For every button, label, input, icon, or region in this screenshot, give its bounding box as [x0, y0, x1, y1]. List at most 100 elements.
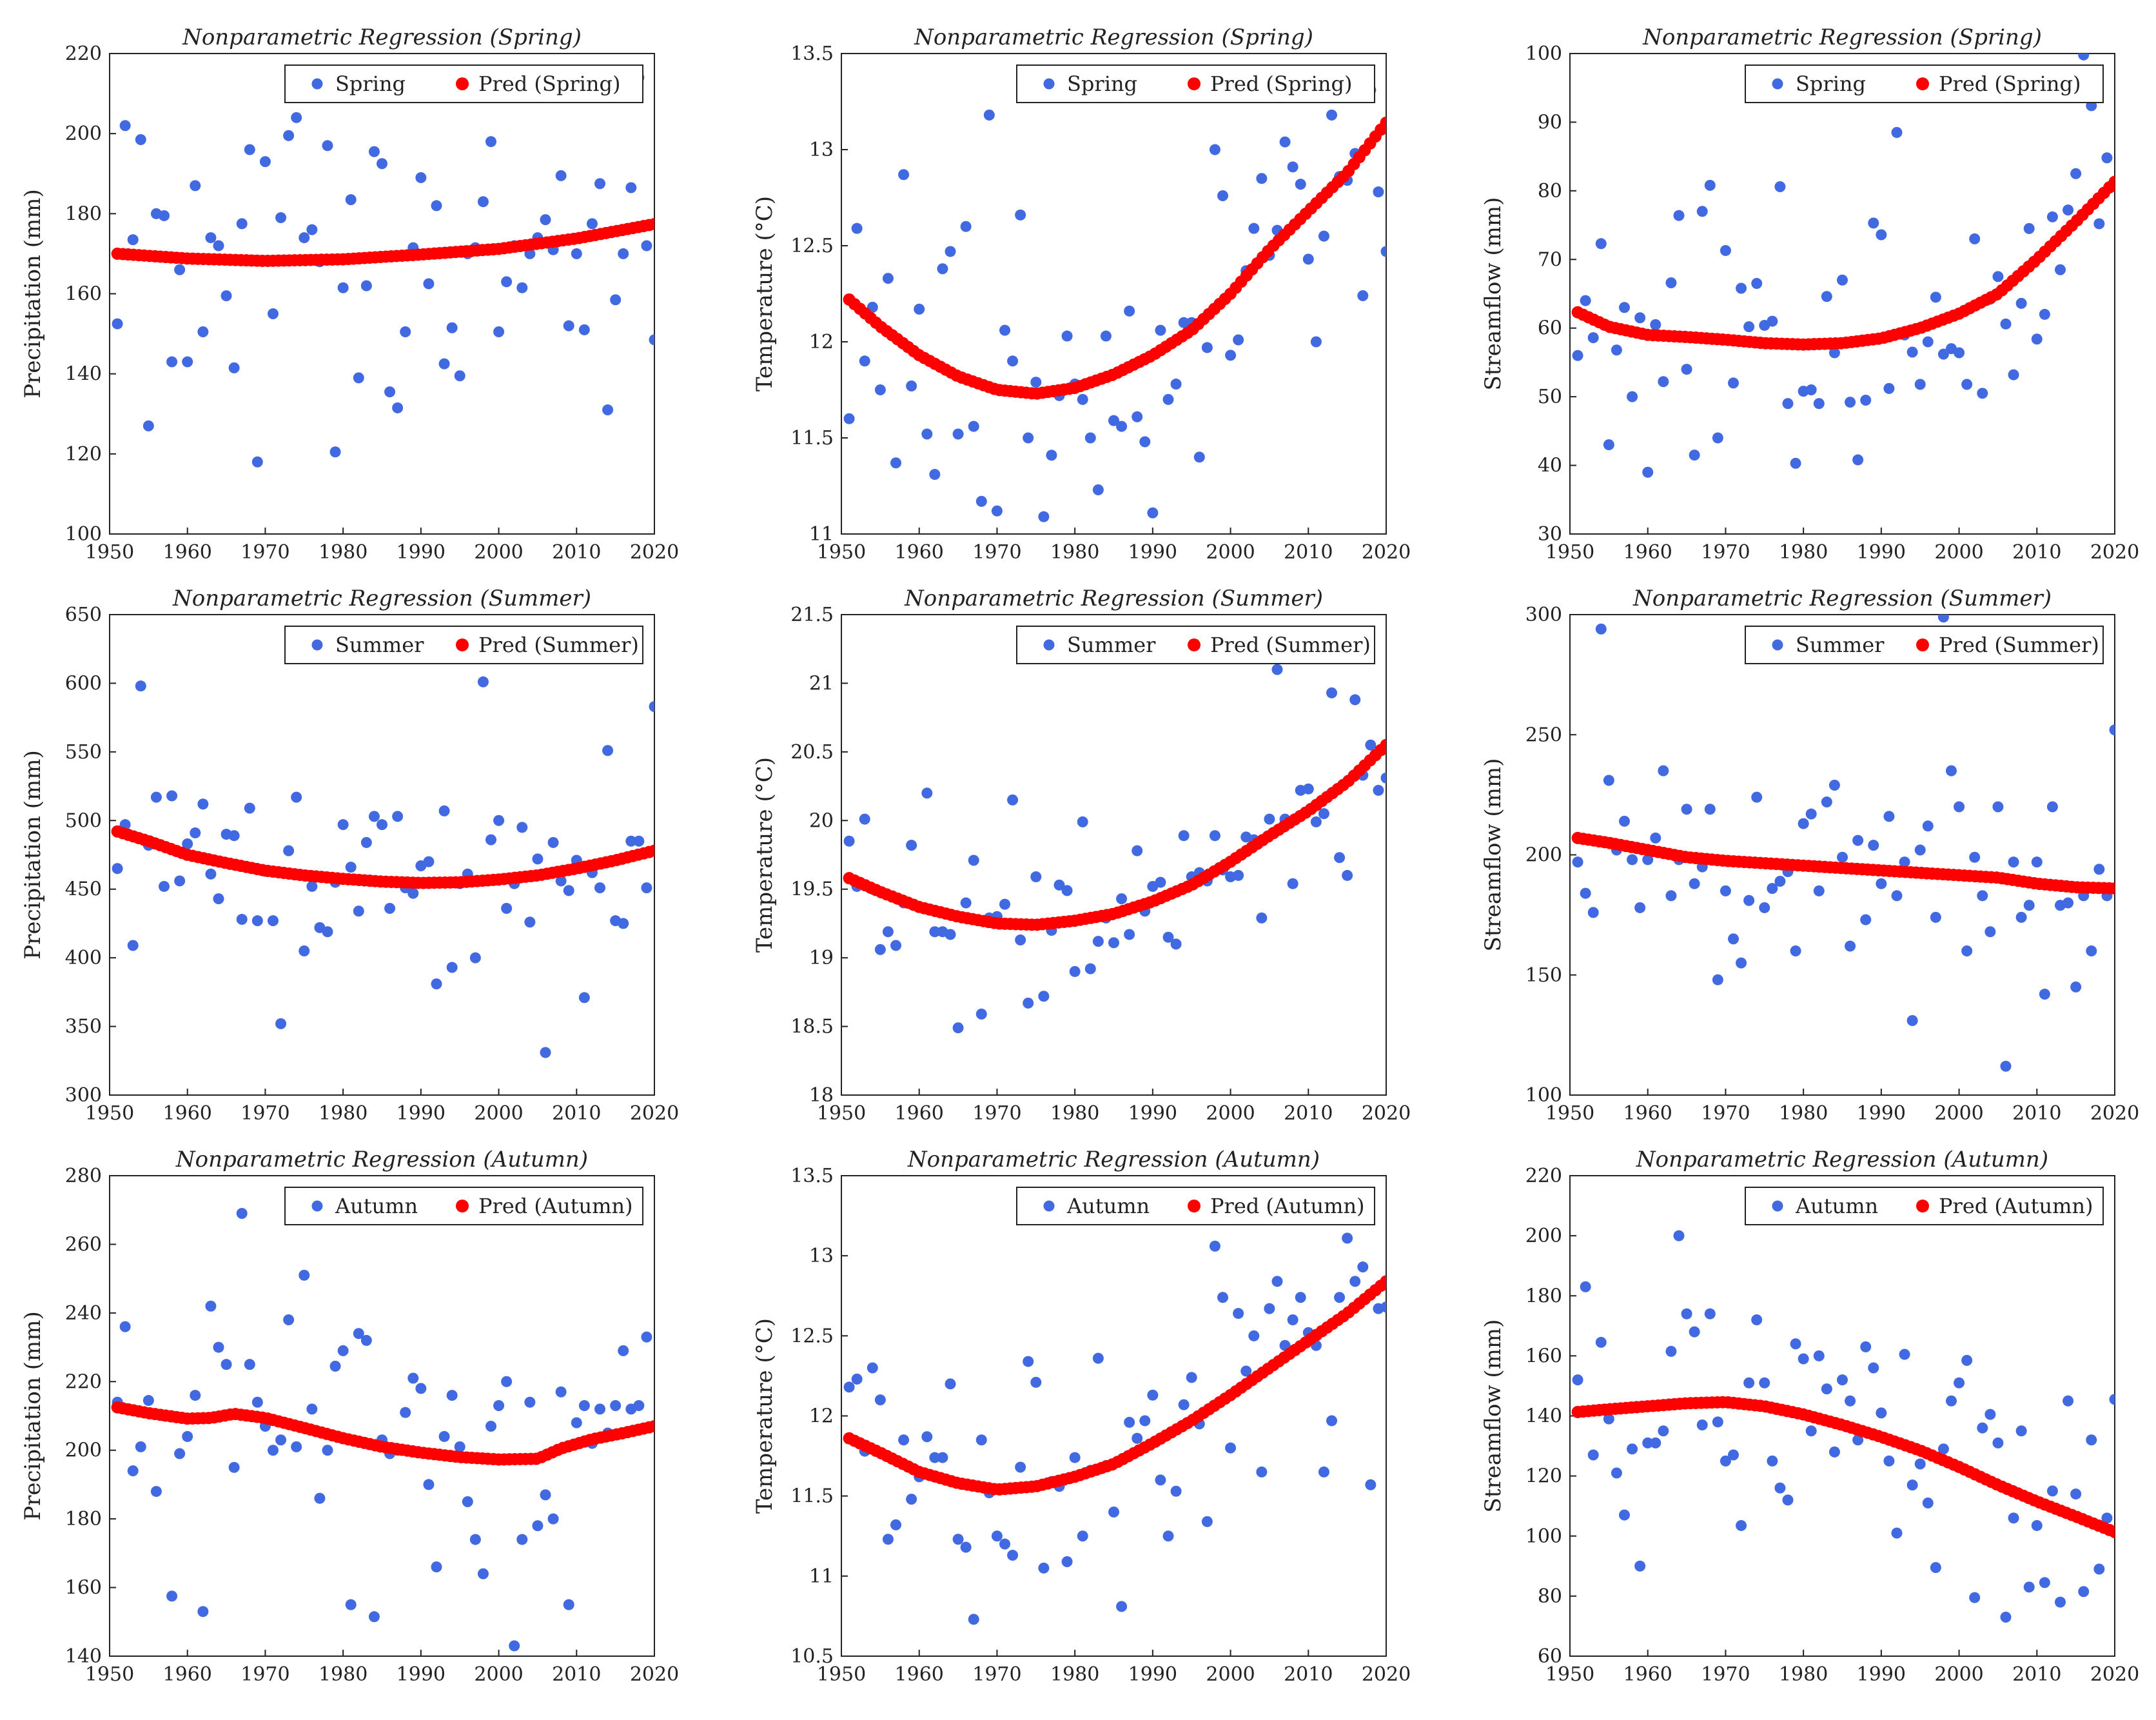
observed-point	[1673, 210, 1685, 221]
legend-predicted-label: Pred (Summer)	[1210, 633, 1371, 657]
plot-frame	[1569, 53, 2115, 535]
observed-point	[1326, 109, 1337, 121]
x-tick-label: 1960	[1623, 541, 1672, 564]
observed-point	[1813, 885, 1825, 896]
legend-observed-label: Summer	[1067, 633, 1156, 657]
observed-point	[1852, 835, 1864, 846]
observed-point	[2101, 152, 2113, 164]
observed-point	[1046, 450, 1057, 461]
observed-point	[345, 194, 357, 206]
y-tick-label: 240	[65, 1302, 102, 1325]
x-tick-label: 2000	[1206, 541, 1255, 564]
observed-point	[159, 880, 170, 892]
observed-point	[1132, 1432, 1143, 1444]
observed-point	[1256, 912, 1268, 924]
chart-panel-3: Nonparametric Regression (Spring) 1950 196…	[1480, 25, 2139, 564]
legend: Autumn Pred (Autumn)	[1745, 1187, 2104, 1225]
observed-point	[1572, 1374, 1583, 1386]
x-tick-label: 1950	[85, 541, 134, 564]
observed-point	[1170, 938, 1182, 950]
observed-point	[602, 745, 614, 756]
observed-point	[2008, 856, 2019, 868]
observed-point	[1038, 1562, 1050, 1574]
observed-point	[1186, 1372, 1197, 1383]
observed-point	[1139, 1415, 1151, 1427]
observed-point	[975, 495, 987, 507]
observed-point	[1704, 804, 1716, 815]
y-tick-label: 60	[1538, 317, 1562, 340]
plot-area	[111, 1208, 654, 1652]
observed-point	[610, 294, 622, 306]
observed-point	[1828, 779, 1840, 791]
observed-point	[259, 156, 271, 168]
observed-point	[1906, 1479, 1918, 1491]
y-tick-label: 180	[65, 203, 102, 225]
observed-point	[213, 240, 224, 252]
observed-point	[999, 324, 1010, 336]
x-tick-label: 1970	[972, 1102, 1021, 1125]
x-tick-label: 2010	[2012, 1102, 2061, 1125]
plot-area	[843, 1232, 1386, 1625]
observed-point	[1100, 330, 1112, 342]
y-tick-label: 200	[1525, 1225, 1562, 1247]
x-tick-label: 2010	[552, 1663, 601, 1686]
y-tick-label: 13	[809, 139, 834, 161]
x-tick-label: 1990	[1128, 1102, 1177, 1125]
observed-point	[415, 1383, 427, 1394]
x-tick-label: 2020	[2090, 1663, 2139, 1686]
legend-predicted-label: Pred (Summer)	[1939, 633, 2099, 657]
observed-point	[1914, 379, 1926, 390]
legend-observed-marker	[311, 1200, 323, 1212]
observed-point	[2046, 1485, 2058, 1497]
observed-point	[1007, 794, 1019, 806]
observed-point	[244, 1359, 255, 1370]
observed-point	[1634, 312, 1646, 324]
observed-point	[1611, 344, 1622, 356]
observed-point	[1751, 791, 1763, 803]
observed-point	[1201, 342, 1213, 353]
chart-panel-8: Nonparametric Regression (Autumn) 1950 196…	[752, 1147, 1411, 1686]
observed-point	[618, 1345, 629, 1356]
observed-point	[1837, 274, 1848, 286]
observed-point	[236, 914, 248, 925]
observed-point	[228, 830, 240, 842]
observed-point	[1302, 253, 1314, 265]
observed-point	[1357, 290, 1369, 301]
observed-point	[649, 334, 654, 346]
legend-predicted-marker	[456, 77, 469, 90]
observed-point	[166, 1590, 178, 1602]
observed-point	[368, 811, 380, 822]
x-tick-label: 1980	[1050, 1663, 1099, 1686]
observed-point	[641, 1331, 652, 1343]
observed-point	[960, 1541, 972, 1553]
observed-point	[921, 787, 933, 799]
observed-point	[1030, 1376, 1042, 1388]
observed-point	[306, 880, 318, 892]
observed-point	[1984, 926, 1996, 938]
observed-point	[555, 875, 567, 887]
observed-point	[190, 827, 201, 838]
observed-point	[1790, 1338, 1801, 1350]
legend-observed-marker	[311, 639, 323, 651]
observed-point	[182, 838, 193, 849]
observed-point	[1759, 902, 1770, 913]
observed-point	[578, 1400, 590, 1412]
observed-point	[1619, 815, 1630, 827]
observed-point	[1736, 957, 1747, 969]
plot-area	[1571, 54, 2115, 478]
plot-frame	[841, 1175, 1387, 1657]
y-tick-label: 50	[1538, 386, 1562, 408]
observed-point	[1650, 832, 1661, 844]
observed-point	[2039, 1577, 2050, 1588]
observed-point	[1069, 965, 1081, 977]
observed-point	[952, 428, 964, 440]
observed-point	[610, 1400, 622, 1412]
observed-point	[1108, 1507, 1119, 1517]
observed-point	[1720, 1455, 1731, 1467]
observed-point	[1774, 181, 1786, 192]
observed-point	[1077, 816, 1088, 827]
observed-point	[999, 898, 1010, 910]
observed-point	[268, 308, 279, 320]
y-axis-title: Streamflow (mm)	[1480, 197, 1506, 391]
observed-point	[968, 855, 979, 866]
